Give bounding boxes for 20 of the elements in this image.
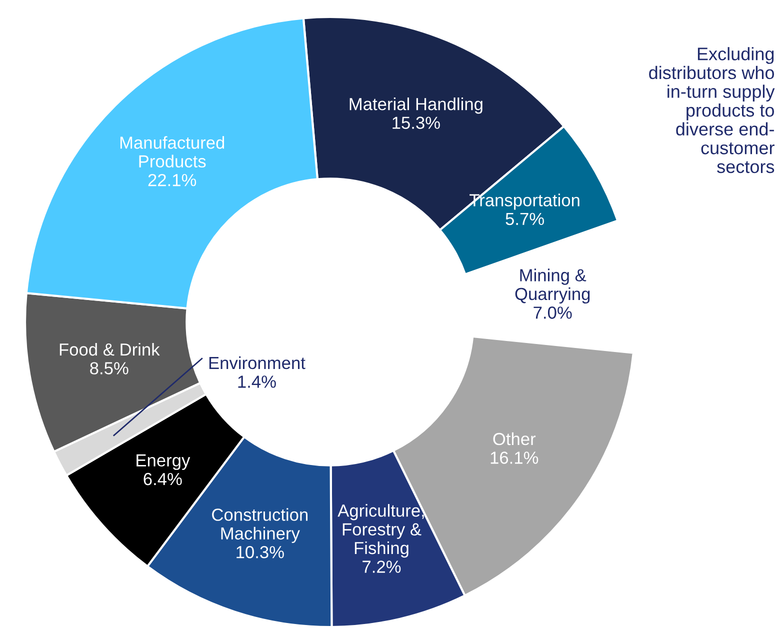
slice-label: Environment [209, 356, 306, 370]
slice-label: Mining & Quarrying [515, 268, 590, 304]
slice-label: Material Handling [350, 98, 482, 114]
data-label: 15.3% [392, 116, 440, 129]
slice-label: Manufactured Products [120, 136, 224, 168]
slice-label: Other [493, 432, 536, 446]
slice-label: Energy [136, 454, 190, 470]
data-label: 1.4% [238, 376, 276, 388]
slice-label: Food & Drink [60, 342, 160, 356]
data-label: 16.1% [490, 452, 538, 464]
slice-label: Construction Machinery [212, 508, 308, 544]
data-label: 6.4% [144, 472, 182, 486]
slice-label: Agriculture, Forestry & Fishing [338, 504, 424, 558]
text: Excluding distributors who in-turn supply products to diverse end- customer sectors [649, 47, 775, 174]
data-label: 5.7% [506, 212, 544, 226]
data-label: 7.0% [534, 306, 572, 319]
data-label: 10.3% [236, 546, 284, 558]
data-label: 7.2% [362, 560, 401, 573]
data-label: 22.1% [148, 174, 196, 186]
data-label: 8.5% [90, 362, 128, 374]
